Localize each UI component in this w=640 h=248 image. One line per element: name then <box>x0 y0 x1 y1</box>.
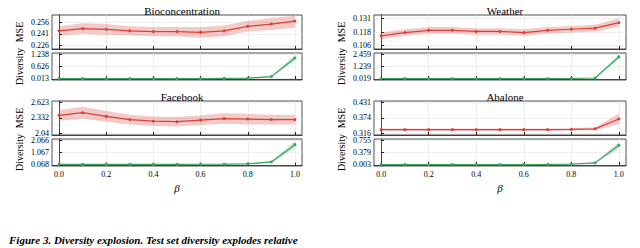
svg-text:0.4: 0.4 <box>148 170 158 179</box>
svg-text:MSE: MSE <box>336 108 347 129</box>
svg-text:2.459: 2.459 <box>353 50 371 59</box>
svg-text:Diversity: Diversity <box>336 134 347 171</box>
svg-text:0.8: 0.8 <box>566 170 576 179</box>
svg-text:Diversity: Diversity <box>14 134 25 171</box>
svg-text:1.239: 1.239 <box>353 62 371 71</box>
svg-text:Facebook: Facebook <box>161 91 204 103</box>
svg-text:MSE: MSE <box>14 22 25 43</box>
svg-text:0.003: 0.003 <box>353 160 371 169</box>
svg-text:0.0: 0.0 <box>376 170 386 179</box>
svg-text:0.241: 0.241 <box>31 29 49 38</box>
svg-text:0.019: 0.019 <box>353 74 371 83</box>
svg-text:0.316: 0.316 <box>353 128 371 138</box>
svg-text:2.04: 2.04 <box>35 128 49 138</box>
svg-text:0.068: 0.068 <box>31 160 49 169</box>
svg-text:Test set diversity explodes re: Test set diversity explodes relative <box>143 234 298 246</box>
svg-text:1.0: 1.0 <box>290 170 300 179</box>
svg-text:2.332: 2.332 <box>31 113 49 122</box>
svg-text:0.755: 0.755 <box>353 136 371 145</box>
svg-text:MSE: MSE <box>14 108 25 129</box>
svg-text:0.106: 0.106 <box>353 41 371 51</box>
svg-text:0.6: 0.6 <box>519 170 529 179</box>
svg-text:0.4: 0.4 <box>471 170 481 179</box>
svg-text:0.226: 0.226 <box>31 41 49 50</box>
svg-text:1.067: 1.067 <box>31 148 49 157</box>
svg-text:Diversity explosion.: Diversity explosion. <box>53 234 143 246</box>
svg-text:0.6: 0.6 <box>196 170 206 179</box>
svg-text:MSE: MSE <box>336 22 347 43</box>
svg-text:Figure 3.: Figure 3. <box>8 234 54 246</box>
svg-text:2.066: 2.066 <box>31 136 49 145</box>
svg-text:0.131: 0.131 <box>353 14 371 23</box>
svg-text:0.431: 0.431 <box>353 98 371 107</box>
svg-text:0.626: 0.626 <box>31 62 49 71</box>
svg-text:0.374: 0.374 <box>353 113 371 122</box>
svg-text:β: β <box>173 182 180 194</box>
svg-text:Abalone: Abalone <box>486 91 523 103</box>
svg-text:0.013: 0.013 <box>31 74 49 83</box>
svg-text:0.0: 0.0 <box>54 170 64 179</box>
svg-text:1.238: 1.238 <box>31 50 49 59</box>
svg-text:Bioconcentration: Bioconcentration <box>144 5 220 17</box>
svg-text:0.256: 0.256 <box>31 18 49 27</box>
svg-text:0.2: 0.2 <box>101 170 111 179</box>
svg-text:0.8: 0.8 <box>243 170 253 179</box>
svg-text:0.379: 0.379 <box>353 148 371 157</box>
svg-text:Diversity: Diversity <box>14 48 25 85</box>
svg-text:0.2: 0.2 <box>424 170 434 179</box>
svg-text:0.118: 0.118 <box>353 28 371 37</box>
svg-text:1.0: 1.0 <box>614 170 624 179</box>
svg-text:Diversity: Diversity <box>336 48 347 85</box>
svg-text:2.623: 2.623 <box>31 98 49 107</box>
svg-text:Weather: Weather <box>487 5 524 17</box>
svg-text:β: β <box>496 182 503 194</box>
